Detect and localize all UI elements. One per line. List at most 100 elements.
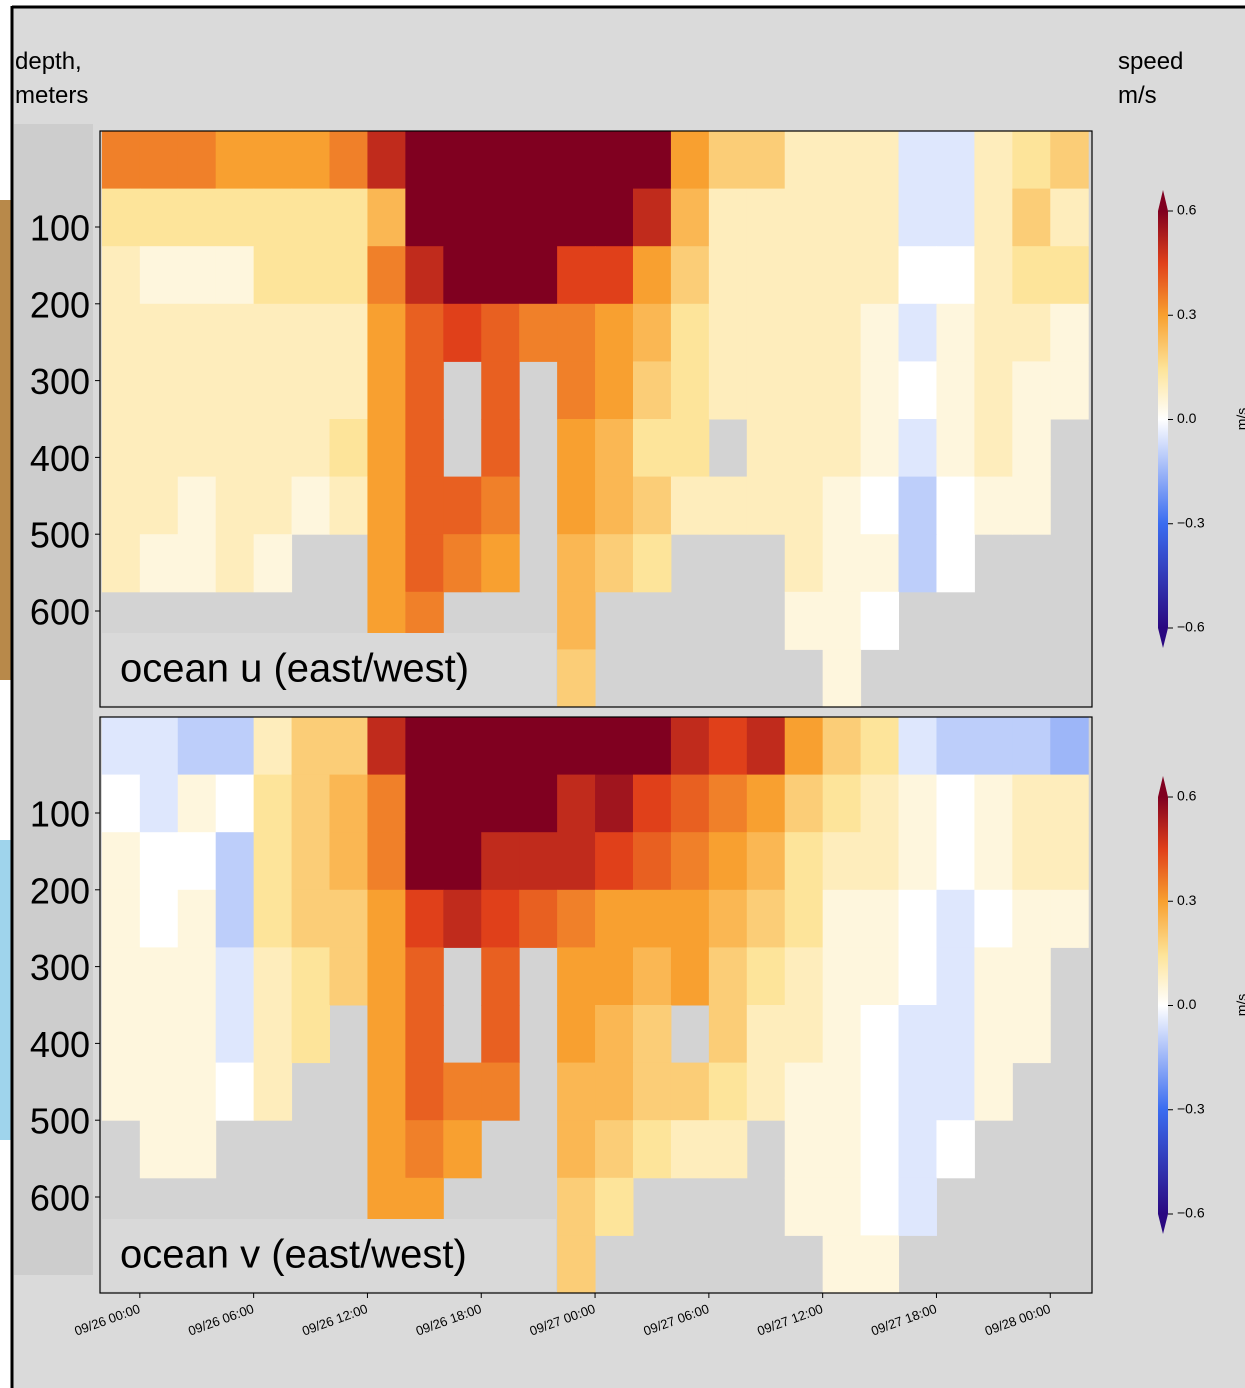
heatmap-cell [898, 188, 937, 247]
y-tick-label: 600 [30, 1178, 90, 1219]
heatmap-cell [898, 832, 937, 891]
colorbar-extension [1158, 776, 1168, 797]
heatmap-cell [215, 774, 255, 833]
heatmap-cell [974, 947, 1013, 1006]
heatmap-cell [670, 832, 710, 891]
heatmap-cell [595, 303, 634, 362]
heatmap-cell [784, 947, 824, 1006]
heatmap-cell [139, 246, 179, 305]
heatmap-cell [329, 246, 368, 305]
heatmap-cell [898, 131, 937, 190]
heatmap-cell [595, 419, 634, 478]
heatmap-cell [177, 188, 217, 247]
heatmap-cell [784, 246, 824, 305]
heatmap-cell [822, 1177, 862, 1236]
heatmap-cell [405, 1120, 444, 1179]
heatmap-cell [101, 832, 141, 891]
heatmap-cell [557, 1120, 596, 1179]
heatmap-cell [101, 534, 141, 593]
heatmap-cell [177, 1005, 217, 1064]
heatmap-cell [101, 131, 141, 190]
heatmap-cell [898, 1120, 937, 1179]
heatmap-cell [784, 774, 824, 833]
heatmap-cell [860, 476, 900, 535]
heatmap-cell [253, 1062, 293, 1121]
heatmap-cell [936, 131, 975, 190]
heatmap-cell [557, 889, 596, 948]
heatmap-cell [822, 419, 862, 478]
heatmap-cell [898, 947, 937, 1006]
colorbar-tick-label: −0.6 [1177, 1205, 1205, 1221]
heatmap-cell [177, 774, 217, 833]
heatmap-cell [936, 246, 975, 305]
heatmap-cell [405, 188, 444, 247]
heatmap-cell [670, 717, 710, 776]
heatmap-cell [519, 303, 558, 362]
colorbar-title: speed m/s [1118, 48, 1184, 109]
heatmap-cell [1050, 303, 1089, 362]
heatmap-cell [253, 1005, 293, 1064]
heatmap-cell [974, 419, 1013, 478]
heatmap-cell [670, 246, 710, 305]
heatmap-cell [784, 591, 824, 650]
heatmap-cell [405, 303, 444, 362]
panel-label-box [102, 633, 556, 705]
heatmap-cell [784, 303, 824, 362]
heatmap-cell [632, 1120, 672, 1179]
heatmap-cell [405, 476, 444, 535]
heatmap-cell [974, 246, 1013, 305]
heatmap-cell [443, 303, 482, 362]
heatmap-cell [860, 303, 900, 362]
heatmap-cell [784, 361, 824, 420]
heatmap-cell [405, 947, 444, 1006]
heatmap-cell [974, 361, 1013, 420]
heatmap-cell [1012, 476, 1051, 535]
heatmap-cell [595, 774, 634, 833]
heatmap-cell [101, 947, 141, 1006]
heatmap-cell [1012, 717, 1051, 776]
heatmap-cell [367, 1120, 406, 1179]
heatmap-cell [253, 361, 293, 420]
heatmap-cell [405, 361, 444, 420]
heatmap-cell [898, 717, 937, 776]
heatmap-cell [860, 188, 900, 247]
heatmap-cell [1012, 246, 1051, 305]
heatmap-cell [936, 774, 975, 833]
heatmap-cell [557, 303, 596, 362]
heatmap-cell [215, 1062, 255, 1121]
heatmap-cell [595, 1177, 634, 1236]
heatmap-cell [822, 889, 862, 948]
heatmap-cell [822, 534, 862, 593]
heatmap-cell [1050, 889, 1089, 948]
heatmap-cell [291, 889, 331, 948]
y-tick-label: 600 [30, 592, 90, 633]
heatmap-cell [443, 889, 482, 948]
heatmap-cell [329, 717, 368, 776]
heatmap-cell [177, 947, 217, 1006]
heatmap-cell [784, 1062, 824, 1121]
heatmap-cell [177, 889, 217, 948]
heatmap-cell [291, 188, 331, 247]
heatmap-cell [215, 131, 255, 190]
heatmap-cell [253, 832, 293, 891]
heatmap-cell [215, 889, 255, 948]
heatmap-cell [177, 476, 217, 535]
heatmap-cell [291, 1005, 331, 1064]
y-tick-label: 300 [30, 947, 90, 988]
heatmap-cell [557, 832, 596, 891]
heatmap-cell [481, 188, 520, 247]
heatmap-cell [936, 947, 975, 1006]
heatmap-cell [595, 1005, 634, 1064]
heatmap-cell [708, 717, 748, 776]
heatmap-cell [632, 717, 672, 776]
heatmap-cell [708, 188, 748, 247]
heatmap-cell [822, 1120, 862, 1179]
heatmap-cell [936, 303, 975, 362]
heatmap-cell [670, 361, 710, 420]
heatmap-cell [481, 774, 520, 833]
heatmap-cell [367, 188, 406, 247]
heatmap-cell [367, 131, 406, 190]
heatmap-cell [367, 832, 406, 891]
heatmap-cell [367, 419, 406, 478]
heatmap-cell [746, 774, 786, 833]
